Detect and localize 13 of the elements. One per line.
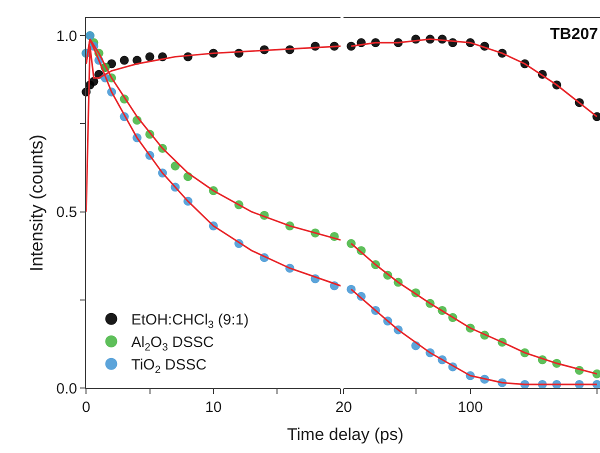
y-tick-label: 1.0 (56, 28, 78, 45)
x-tick-label: 100 (458, 399, 483, 416)
y-axis-title: Intensity (counts) (26, 134, 46, 272)
y-tick-label: 0.0 (56, 380, 78, 398)
x-tick-label: 0 (82, 399, 90, 416)
x-tick-label: 10 (205, 399, 222, 416)
legend-label: EtOH:CHCl$_{3}$ (9:1) (131, 312, 249, 331)
x-axis-title: Time delay (ps) (287, 425, 404, 444)
legend-label: TiO$_{2}$ DSSC (131, 356, 207, 376)
x-tick-label: 20 (335, 399, 352, 416)
annotation: TB207 (550, 26, 598, 43)
y-tick-label: 0.5 (56, 204, 78, 222)
legend-label: Al$_{2}$O$_{3}$ DSSC (131, 334, 214, 354)
